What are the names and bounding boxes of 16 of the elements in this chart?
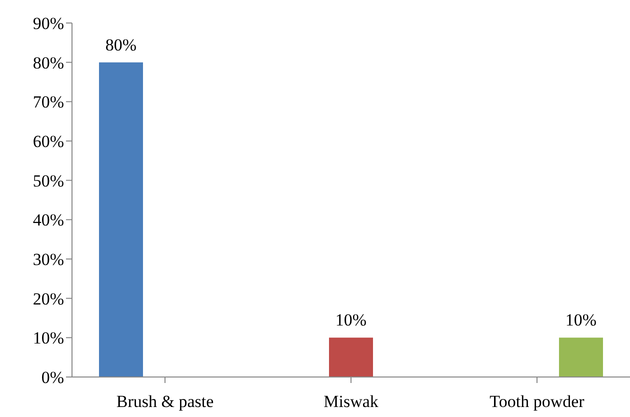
y-tick-label: 80% bbox=[32, 53, 64, 72]
y-tick-label: 20% bbox=[32, 289, 64, 308]
x-tick-label: Miswak bbox=[324, 392, 379, 412]
data-label: 80% bbox=[105, 35, 137, 54]
y-tick-label: 10% bbox=[32, 328, 64, 348]
y-tick-label: 30% bbox=[32, 250, 64, 270]
y-tick-label: 90% bbox=[32, 14, 64, 34]
y-tick-label: 50% bbox=[32, 171, 64, 190]
y-tick-label: 60% bbox=[32, 132, 64, 152]
y-tick-label: 70% bbox=[32, 92, 64, 112]
data-label: 10% bbox=[565, 310, 597, 330]
y-tick-label: 0% bbox=[41, 368, 64, 388]
x-tick-label: Brush & paste bbox=[116, 392, 214, 412]
y-tick-label: 40% bbox=[32, 210, 64, 230]
data-label: 10% bbox=[335, 310, 367, 330]
x-tick-label: Tooth powder bbox=[490, 392, 585, 412]
